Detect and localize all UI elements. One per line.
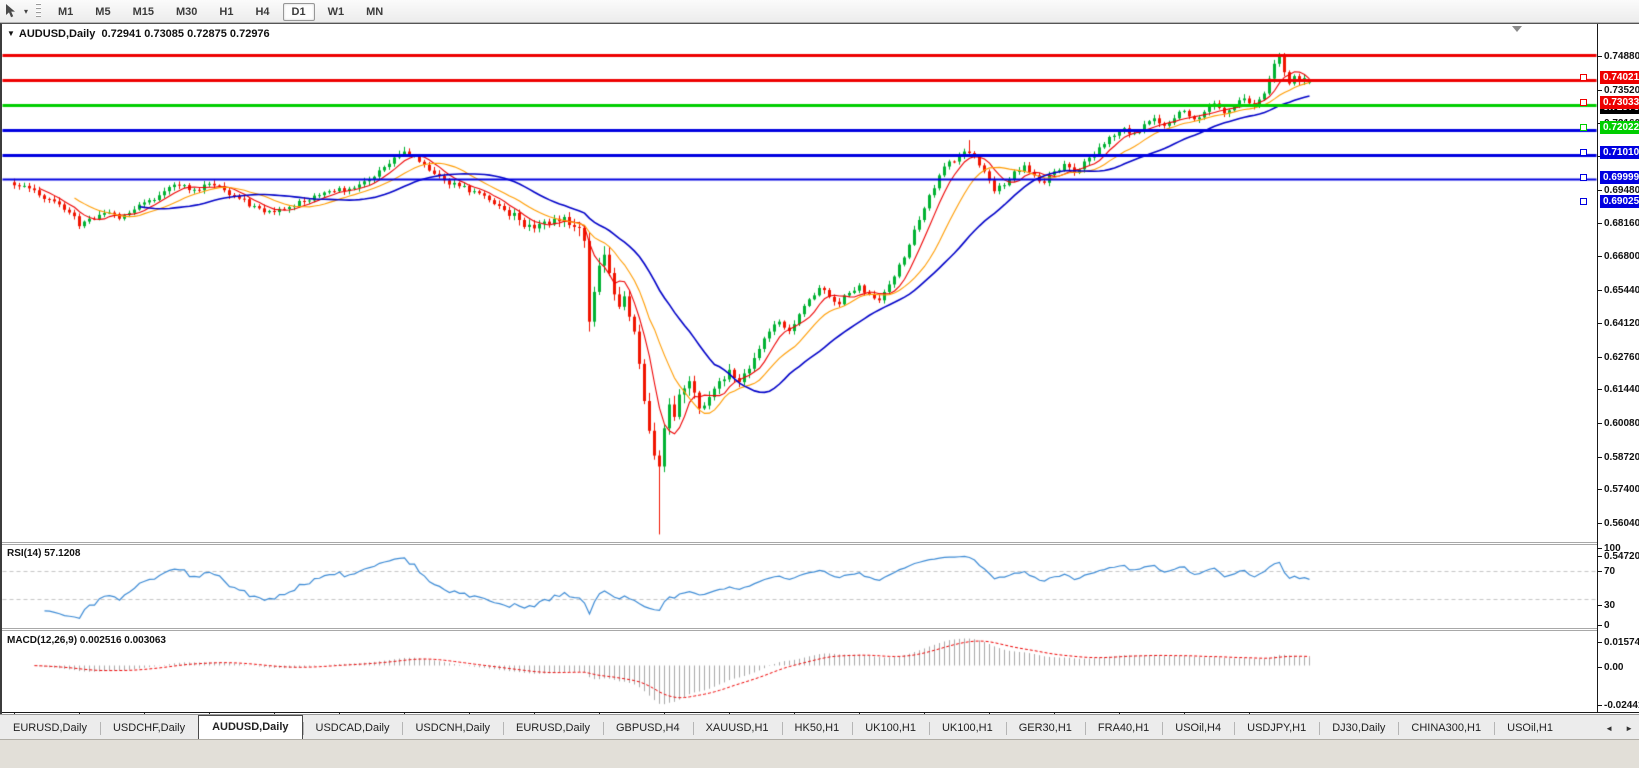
y-axis-line	[1597, 24, 1598, 712]
tab-scroll-left-icon[interactable]: ◄	[1605, 724, 1614, 733]
chart-tab-xauusd-h1[interactable]: XAUUSD,H1	[692, 718, 782, 739]
timeframe-button-d1[interactable]: D1	[282, 3, 315, 21]
hline-price-badge[interactable]: 0.69999	[1600, 171, 1639, 185]
rsi-axis-label: 0	[1598, 620, 1610, 631]
price-tick-label: 0.69480	[1597, 184, 1639, 196]
hline-price-badge[interactable]: 0.71010	[1600, 145, 1639, 159]
collapse-triangle-icon[interactable]: ▼	[7, 29, 15, 38]
price-tick-label: 0.60080	[1597, 418, 1639, 429]
timeframe-button-group: M1 M5 M15 M30 H1 H4 D1 W1 MN	[47, 2, 394, 21]
price-tick-label: 0.65440	[1597, 285, 1639, 297]
timeframe-button-m15[interactable]: M15	[132, 6, 154, 18]
chart-tab-audusd-daily[interactable]: AUDUSD,Daily	[198, 715, 303, 739]
macd-axis-label: 0.015741	[1598, 637, 1639, 648]
chevron-down-icon[interactable]: ▾	[23, 6, 28, 16]
chart-tab-usdchf-daily[interactable]: USDCHF,Daily	[99, 718, 198, 739]
chart-tab-usdjpy-h1[interactable]: USDJPY,H1	[1234, 718, 1319, 739]
timeframe-button-h4[interactable]: H4	[255, 6, 270, 18]
symbol-period-label: AUDUSD,Daily	[18, 28, 96, 40]
toolbar: ▾ M1 M5 M15 M30 H1 H4 D1 W1 MN	[0, 0, 1639, 23]
rsi-axis-label: 70	[1597, 566, 1616, 577]
chart-tab-hk50-h1[interactable]: HK50,H1	[781, 718, 853, 739]
chart-tab-usoil-h4[interactable]: USOil,H4	[1162, 718, 1234, 739]
timeframe-button-m5[interactable]: M5	[95, 6, 111, 18]
chart-tab-eurusd-daily[interactable]: EURUSD,Daily	[13, 722, 87, 734]
rsi-axis-label: 100	[1598, 543, 1621, 554]
timeframe-button-m1[interactable]: M1	[58, 6, 74, 18]
hline-price-badge[interactable]: 0.74021	[1600, 71, 1639, 85]
hline-drag-handle[interactable]	[1580, 198, 1587, 206]
price-tick-label: 0.68160	[1597, 217, 1639, 229]
hline-drag-handle[interactable]	[1580, 148, 1587, 156]
tab-scroll-right-icon[interactable]: ►	[1625, 724, 1633, 733]
chart-tab-gbpusd-h4[interactable]: GBPUSD,H4	[603, 718, 693, 739]
timeframe-button-mn[interactable]: MN	[366, 6, 384, 18]
price-tick-label: 0.58720	[1597, 451, 1639, 463]
x-axis-line	[2, 712, 1639, 713]
hline-drag-handle[interactable]	[1580, 98, 1587, 106]
chart-tab-dj30-daily[interactable]: DJ30,Daily	[1319, 718, 1398, 739]
timeframe-button-m30[interactable]: M30	[175, 6, 198, 18]
macd-axis-label: -0.024412	[1597, 700, 1639, 711]
chart-tab-uk100-h1[interactable]: UK100,H1	[852, 718, 929, 739]
toolbar-grip[interactable]	[36, 3, 41, 19]
price-tick-label: 0.66800	[1597, 251, 1639, 263]
chart-tab-uk100-h1[interactable]: UK100,H1	[928, 718, 1006, 739]
chart-title: ▼ AUDUSD,Daily 0.72941 0.73085 0.72875 0.…	[7, 28, 270, 40]
price-tick-label: 0.57400	[1597, 484, 1639, 496]
hline-price-badge[interactable]: 0.72022	[1600, 120, 1639, 134]
hline-drag-handle[interactable]	[1580, 74, 1587, 82]
chart-tab-usdcad-daily[interactable]: USDCAD,Daily	[302, 718, 403, 739]
pane-splitter[interactable]	[2, 542, 1639, 545]
price-tick-label: 0.73520	[1597, 84, 1639, 96]
price-tick-label: 0.56040	[1597, 518, 1639, 530]
cursor-pointer-icon[interactable]	[2, 2, 20, 20]
price-chart-canvas[interactable]	[2, 25, 1597, 542]
hline-drag-handle[interactable]	[1580, 174, 1587, 182]
price-tick-label: 0.61440	[1597, 384, 1639, 396]
chart-tab-china300-h1[interactable]: CHINA300,H1	[1398, 718, 1494, 739]
chart-tab-usdcnh-daily[interactable]: USDCNH,Daily	[402, 718, 503, 739]
macd-pane-canvas[interactable]	[2, 631, 1597, 712]
status-strip	[0, 739, 1639, 768]
chart-tab-ger30-h1[interactable]: GER30,H1	[1005, 718, 1085, 739]
chart-window: ▼ AUDUSD,Daily 0.72941 0.73085 0.72875 0.…	[0, 23, 1639, 768]
price-axis[interactable]: 0.748800.735200.721600.708400.694800.681…	[1597, 24, 1639, 712]
chart-tab-bar: EURUSD,Daily USDCHF,Daily AUDUSD,Daily USDC…	[0, 714, 1639, 739]
macd-indicator-label: MACD(12,26,9) 0.002516 0.003063	[7, 635, 166, 646]
tab-scroll-arrows: ◄ ►	[1599, 718, 1639, 739]
chart-tab-fra40-h1[interactable]: FRA40,H1	[1084, 718, 1162, 739]
chart-tab-eurusd-daily[interactable]: EURUSD,Daily	[503, 718, 603, 739]
ohlc-values: 0.72941 0.73085 0.72875 0.72976	[101, 28, 270, 40]
rsi-axis-label: 30	[1597, 600, 1616, 611]
chart-shift-marker-icon[interactable]	[1512, 26, 1522, 32]
timeframe-button-h1[interactable]: H1	[219, 6, 234, 18]
price-tick-label: 0.62760	[1597, 351, 1639, 363]
rsi-indicator-label: RSI(14) 57.1208	[7, 548, 81, 559]
hline-price-badge[interactable]: 0.73033	[1600, 95, 1639, 109]
hline-drag-handle[interactable]	[1580, 123, 1587, 131]
price-tick-label: 0.54720	[1597, 550, 1639, 562]
price-tick-label: 0.64120	[1597, 317, 1639, 329]
hline-price-badge[interactable]: 0.69025	[1600, 195, 1639, 209]
price-tick-label: 0.74880	[1597, 50, 1639, 62]
pane-splitter[interactable]	[2, 628, 1639, 631]
rsi-pane-canvas[interactable]	[2, 545, 1597, 628]
macd-axis-label: 0.00	[1597, 662, 1624, 673]
chart-tab-usoil-h1[interactable]: USOil,H1	[1494, 718, 1566, 739]
timeframe-button-w1[interactable]: W1	[327, 6, 345, 18]
